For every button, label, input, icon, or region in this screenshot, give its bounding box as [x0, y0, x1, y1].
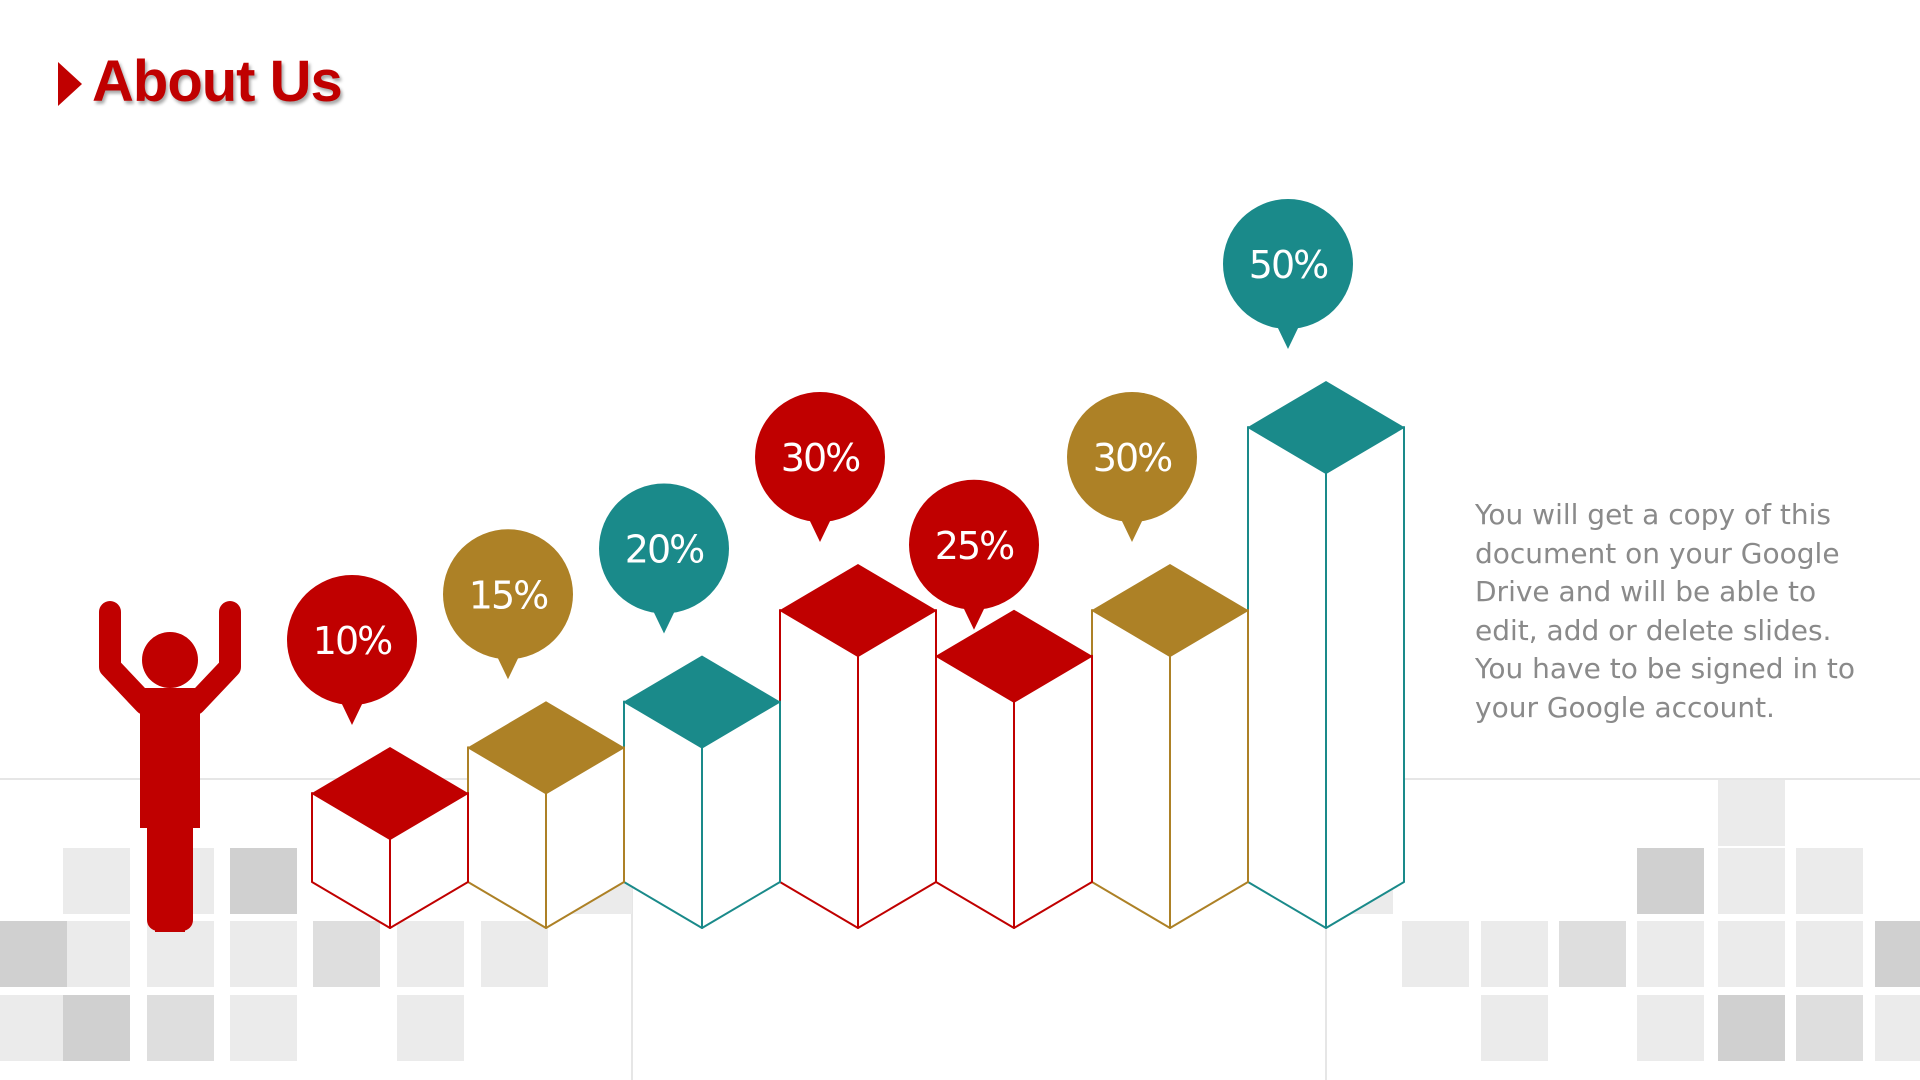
data-label: 20%	[625, 528, 704, 572]
bar-6	[1091, 564, 1249, 929]
bar-top-face	[468, 701, 624, 794]
bar-right-face	[1169, 609, 1249, 929]
label-bubble-pointer	[808, 517, 832, 542]
bar-top-face	[1092, 564, 1248, 656]
background-tile	[1875, 995, 1920, 1061]
label-bubble-pointer	[1120, 517, 1144, 542]
background-tile	[63, 921, 130, 987]
person-head	[142, 632, 198, 688]
background-tile	[397, 995, 464, 1061]
bar-right-face	[1013, 654, 1093, 929]
label-bubble	[909, 479, 1039, 610]
person-left-arm	[99, 601, 156, 715]
background-tile	[1481, 995, 1548, 1061]
background-tile	[1875, 921, 1920, 987]
bar-top-face	[780, 564, 936, 656]
bar-top-face	[1248, 381, 1404, 473]
bar-7	[1247, 381, 1405, 929]
bar-5	[935, 609, 1093, 929]
title-arrow-icon	[58, 62, 82, 106]
label-bubble	[287, 575, 417, 705]
background-tile	[1718, 921, 1785, 987]
slide-description: You will get a copy of this document on …	[1475, 498, 1855, 724]
background-tile	[397, 921, 464, 987]
background-tile	[1637, 995, 1704, 1061]
bar-top-face	[312, 747, 468, 839]
background-tile	[230, 848, 297, 914]
background-tile	[1559, 921, 1626, 987]
bar-label-6: 30%	[1067, 392, 1197, 542]
bar-2	[467, 701, 625, 929]
data-label: 50%	[1249, 243, 1328, 287]
bar-3	[623, 655, 781, 929]
background-tile	[1718, 780, 1785, 846]
background-tile	[1796, 848, 1863, 914]
label-bubble	[1223, 199, 1353, 329]
bar-left-face	[1091, 609, 1171, 929]
background-tile	[1637, 848, 1704, 914]
slide-title: About Us	[92, 49, 343, 114]
background-tile	[1796, 921, 1863, 987]
data-label: 30%	[781, 436, 860, 480]
bar-label-5: 25%	[909, 479, 1039, 630]
background-tile	[1718, 848, 1785, 914]
label-bubble-pointer	[652, 608, 676, 634]
bar-left-face	[1247, 426, 1327, 929]
background-tile	[1637, 921, 1704, 987]
bar-label-4: 30%	[755, 392, 885, 542]
bar-label-2: 15%	[443, 529, 573, 680]
data-label: 25%	[935, 524, 1014, 568]
label-bubble-pointer	[340, 700, 364, 725]
person-right-arm	[184, 601, 241, 715]
background-tile	[1481, 921, 1548, 987]
label-bubble-pointer	[496, 654, 520, 680]
background-tile	[1402, 921, 1469, 987]
background-tile	[0, 921, 67, 987]
bar-right-face	[1325, 426, 1405, 929]
label-bubble	[599, 483, 729, 614]
label-bubble	[755, 392, 885, 522]
bar-top-face	[936, 609, 1092, 702]
label-bubble	[443, 529, 573, 660]
background-tile	[313, 921, 380, 987]
bar-label-3: 20%	[599, 483, 729, 634]
bar-label-1: 10%	[287, 575, 417, 725]
background-tile	[230, 921, 297, 987]
label-bubble-pointer	[1276, 324, 1300, 349]
label-bubble	[1067, 392, 1197, 522]
background-tile	[1796, 995, 1863, 1061]
background-tile	[63, 848, 130, 914]
data-label: 10%	[313, 619, 392, 663]
bar-right-face	[857, 609, 937, 929]
background-tile	[1718, 995, 1785, 1061]
bar-top-face	[624, 655, 780, 748]
bar-label-7: 50%	[1223, 199, 1353, 349]
bar-left-face	[935, 654, 1015, 929]
data-label: 30%	[1093, 436, 1172, 480]
background-tile	[0, 995, 67, 1061]
background-tile	[230, 995, 297, 1061]
background-tile	[147, 995, 214, 1061]
background-tile	[481, 921, 548, 987]
bar-4	[779, 564, 937, 929]
bar-1	[311, 747, 469, 929]
background-tile	[63, 995, 130, 1061]
data-label: 15%	[469, 573, 548, 617]
label-bubble-pointer	[962, 604, 986, 630]
bar-left-face	[779, 609, 859, 929]
